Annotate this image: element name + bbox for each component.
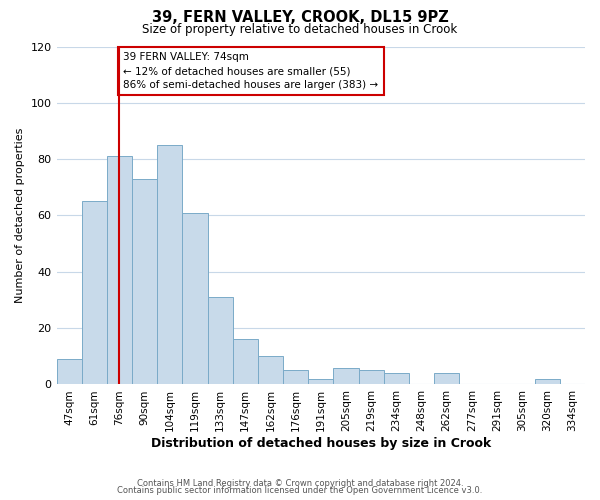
Bar — [535, 379, 560, 384]
Bar — [157, 145, 182, 384]
Bar — [132, 179, 157, 384]
Bar — [208, 297, 233, 384]
Bar — [383, 373, 409, 384]
Text: Contains public sector information licensed under the Open Government Licence v3: Contains public sector information licen… — [118, 486, 482, 495]
X-axis label: Distribution of detached houses by size in Crook: Distribution of detached houses by size … — [151, 437, 491, 450]
Bar — [258, 356, 283, 384]
Text: Size of property relative to detached houses in Crook: Size of property relative to detached ho… — [142, 22, 458, 36]
Text: 39 FERN VALLEY: 74sqm
← 12% of detached houses are smaller (55)
86% of semi-deta: 39 FERN VALLEY: 74sqm ← 12% of detached … — [123, 52, 379, 90]
Bar — [107, 156, 132, 384]
Bar — [359, 370, 383, 384]
Bar — [82, 202, 107, 384]
Bar — [434, 373, 459, 384]
Bar — [233, 340, 258, 384]
Text: Contains HM Land Registry data © Crown copyright and database right 2024.: Contains HM Land Registry data © Crown c… — [137, 478, 463, 488]
Text: 39, FERN VALLEY, CROOK, DL15 9PZ: 39, FERN VALLEY, CROOK, DL15 9PZ — [152, 10, 448, 25]
Bar — [182, 212, 208, 384]
Bar — [308, 379, 334, 384]
Y-axis label: Number of detached properties: Number of detached properties — [15, 128, 25, 303]
Bar — [334, 368, 359, 384]
Bar — [283, 370, 308, 384]
Bar — [56, 359, 82, 384]
